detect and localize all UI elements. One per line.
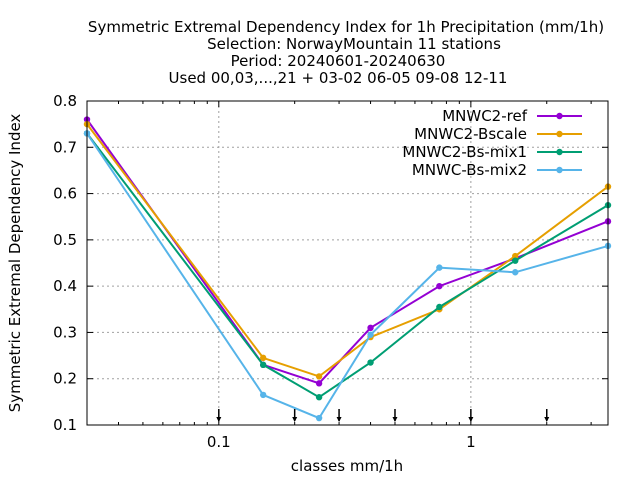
legend-marker-1 [556, 112, 563, 120]
x-tick-label: 0.1 [207, 433, 231, 451]
y-tick-label: 0.7 [53, 138, 77, 156]
series-2-point [259, 354, 267, 362]
series-line-3 [86, 132, 609, 399]
series-2-point [512, 252, 519, 260]
chart-title: Symmetric Extremal Dependency Index for … [88, 18, 604, 87]
y-tick-label: 0.6 [53, 185, 77, 203]
x-tick-label: 1 [466, 433, 476, 451]
y-tick-label: 0.4 [53, 277, 77, 295]
series-3-point [436, 303, 443, 311]
legend-marker-2 [556, 130, 563, 138]
y-tick-label: 0.5 [53, 231, 77, 249]
class-marker-arrowhead [216, 417, 222, 422]
legend-label-3: MNWC2-Bs-mix1 [402, 143, 527, 161]
title-line-4: Used 00,03,...,21 + 03-02 06-05 09-08 12… [169, 69, 508, 87]
title-line-2: Selection: NorwayMountain 11 stations [207, 35, 501, 53]
series-1-point [367, 324, 374, 331]
y-tick-label: 0.8 [53, 92, 77, 110]
class-threshold-markers [216, 409, 550, 422]
y-tick-label: 0.1 [53, 416, 77, 434]
class-marker-arrowhead [336, 417, 342, 422]
series-1-point [436, 282, 443, 290]
class-marker-arrowhead [544, 417, 550, 422]
class-marker-arrowhead [468, 417, 474, 422]
series-3-point [315, 394, 323, 401]
class-marker-arrowhead [392, 417, 398, 422]
series-3-point [512, 257, 519, 264]
legend-label-4: MNWC-Bs-mix2 [412, 161, 527, 179]
series-4-point [367, 331, 374, 338]
legend-marker-3 [556, 148, 563, 156]
axis-ticks: 0.1 0.2 0.3 0.4 0.5 0.6 0.7 0.8 0.1 1 [53, 92, 608, 451]
plot-frame [86, 100, 609, 426]
series-lines [83, 116, 612, 422]
series-1-point [315, 380, 323, 387]
series-2-point [315, 373, 323, 380]
legend-marker-4 [556, 166, 563, 174]
title-line-1: Symmetric Extremal Dependency Index for … [88, 18, 604, 36]
y-tick-label: 0.2 [53, 370, 77, 388]
x-axis-label: classes mm/1h [291, 457, 403, 475]
legend: MNWC2-refMNWC2-BscaleMNWC2-Bs-mix1MNWC-B… [402, 107, 582, 179]
y-axis-label: Symmetric Extremal Dependency Index [6, 114, 24, 413]
series-3-point [259, 361, 267, 369]
series-3-point [367, 359, 374, 366]
title-line-3: Period: 20240601-20240630 [231, 52, 446, 70]
series-4-point [259, 391, 267, 399]
series-4-point [512, 269, 519, 276]
series-4-point [315, 414, 323, 422]
series-4-point [436, 264, 443, 271]
series-line-4 [86, 132, 609, 420]
grid-lines [87, 101, 608, 425]
y-tick-label: 0.3 [53, 323, 77, 341]
legend-label-1: MNWC2-ref [442, 107, 527, 125]
legend-label-2: MNWC2-Bscale [414, 125, 527, 143]
class-marker-arrowhead [292, 417, 298, 422]
